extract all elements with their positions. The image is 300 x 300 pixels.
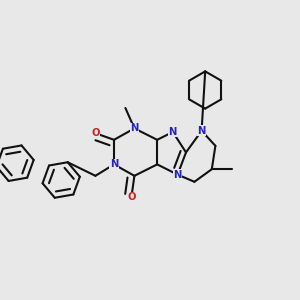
Text: N: N (169, 127, 177, 137)
Text: O: O (91, 128, 100, 138)
Text: N: N (110, 159, 118, 170)
Text: O: O (127, 192, 136, 203)
Text: N: N (173, 169, 182, 180)
Text: N: N (130, 123, 139, 134)
Text: N: N (197, 126, 206, 136)
